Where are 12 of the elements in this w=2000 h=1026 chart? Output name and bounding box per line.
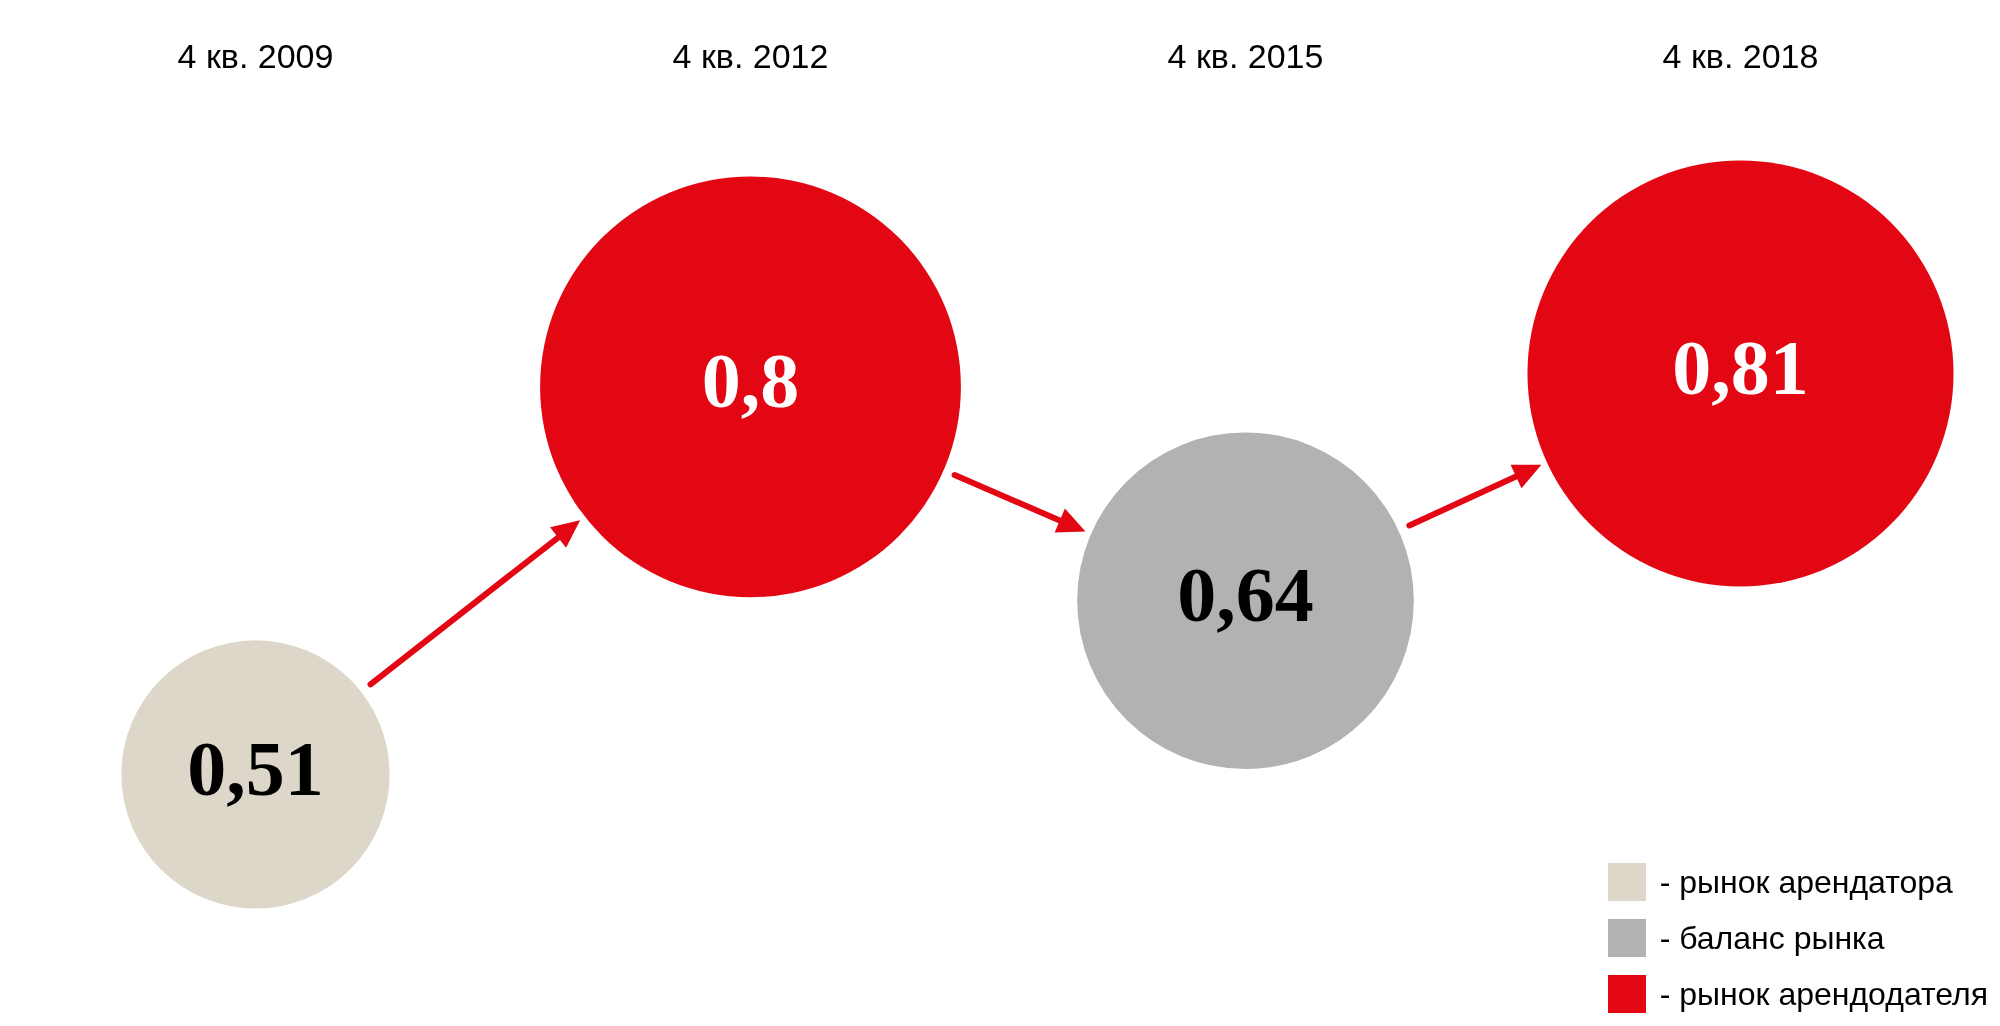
legend-label: - рынок арендатора (1659, 863, 1953, 901)
data-label: 0,8 (701, 337, 800, 425)
x-tick-label: 4 кв. 2012 (672, 36, 829, 75)
legend-label: - баланс рынка (1659, 919, 1885, 957)
legend-label: - рынок арендодателя (1659, 975, 1988, 1013)
x-tick-label: 4 кв. 2015 (1167, 36, 1324, 75)
data-label: 0,81 (1672, 323, 1809, 411)
x-tick-label: 4 кв. 2009 (177, 36, 334, 75)
x-tick-label: 4 кв. 2018 (1662, 36, 1819, 75)
point (1077, 432, 1414, 770)
data-label: 0,64 (1177, 550, 1314, 638)
data-label: 0,51 (187, 724, 324, 812)
